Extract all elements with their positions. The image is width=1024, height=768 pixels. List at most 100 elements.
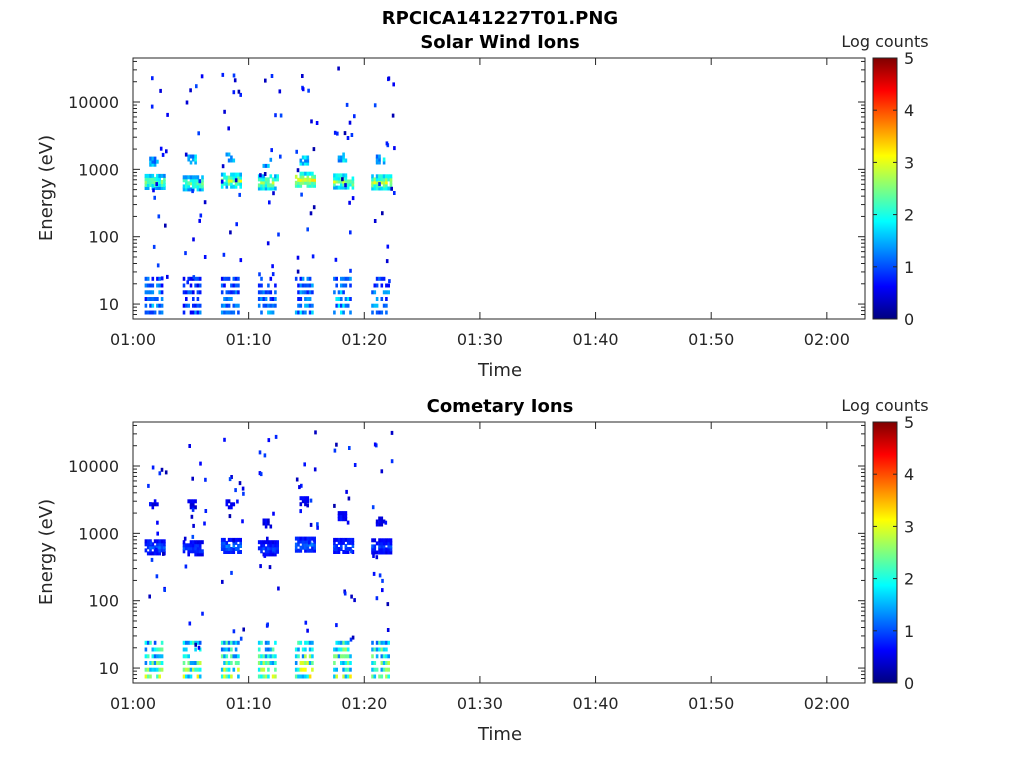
heatmap-cell bbox=[340, 276, 343, 281]
heatmap-cell bbox=[239, 550, 242, 554]
heatmap-cell bbox=[196, 640, 200, 645]
heatmap-cell bbox=[274, 297, 277, 301]
heatmap-cell bbox=[144, 647, 148, 652]
heatmap-cell bbox=[150, 557, 154, 562]
heatmap-cell bbox=[274, 283, 277, 288]
heatmap-cell bbox=[351, 540, 355, 545]
heatmap-cell bbox=[156, 647, 159, 652]
heatmap-cell bbox=[342, 185, 345, 190]
heatmap-cell bbox=[304, 290, 307, 295]
heatmap-cell bbox=[269, 183, 273, 188]
heatmap-cell bbox=[198, 184, 202, 189]
x-tick-label: 01:20 bbox=[341, 330, 387, 349]
heatmap-cell bbox=[160, 186, 164, 190]
heatmap-cell bbox=[257, 640, 261, 645]
heatmap-cell bbox=[198, 187, 202, 192]
heatmap-cell bbox=[340, 173, 343, 178]
heatmap-cell bbox=[149, 545, 152, 550]
heatmap-cell bbox=[387, 544, 390, 549]
heatmap-cell bbox=[294, 174, 298, 179]
heatmap-cell bbox=[304, 161, 307, 166]
heatmap-cell bbox=[185, 667, 188, 672]
heatmap-cell bbox=[156, 186, 159, 190]
heatmap-cell bbox=[387, 186, 390, 191]
heatmap-cell bbox=[153, 640, 157, 645]
heatmap-cell bbox=[223, 437, 226, 442]
heatmap-cell bbox=[199, 213, 203, 218]
heatmap-cell bbox=[153, 539, 157, 544]
heatmap-cell bbox=[194, 310, 197, 315]
heatmap-cell bbox=[311, 171, 314, 176]
heatmap-cell bbox=[153, 186, 157, 190]
heatmap-cell bbox=[351, 185, 355, 190]
heatmap-cell bbox=[151, 159, 155, 164]
heatmap-cell bbox=[304, 297, 307, 301]
heatmap-cell bbox=[371, 550, 374, 555]
heatmap-cell bbox=[306, 661, 310, 665]
heatmap-cell bbox=[267, 640, 270, 645]
heatmap-cell bbox=[299, 310, 303, 315]
heatmap-cell bbox=[156, 176, 159, 181]
heatmap-cell bbox=[151, 156, 155, 161]
heatmap-cell bbox=[185, 303, 188, 308]
heatmap-cell bbox=[300, 192, 303, 197]
heatmap-cell bbox=[335, 442, 338, 447]
heatmap-cell bbox=[196, 540, 200, 545]
heatmap-cell bbox=[337, 647, 341, 652]
heatmap-cell bbox=[342, 173, 345, 178]
heatmap-cell bbox=[267, 674, 270, 679]
heatmap-cell bbox=[151, 183, 155, 187]
heatmap-cell bbox=[299, 158, 303, 163]
heatmap-cell bbox=[262, 163, 266, 168]
heatmap-cell bbox=[337, 517, 341, 522]
heatmap-cell bbox=[267, 543, 270, 548]
heatmap-cell bbox=[301, 667, 305, 672]
heatmap-cell bbox=[269, 661, 273, 665]
heatmap-cell bbox=[299, 177, 303, 182]
heatmap-cell bbox=[380, 640, 384, 645]
heatmap-cell bbox=[349, 182, 352, 187]
heatmap-cell bbox=[146, 186, 150, 190]
heatmap-cell bbox=[260, 276, 263, 281]
heatmap-cell bbox=[294, 276, 298, 281]
heatmap-cell bbox=[311, 536, 314, 541]
heatmap-cell bbox=[382, 538, 386, 543]
heatmap-cell bbox=[299, 276, 303, 281]
heatmap-cell bbox=[146, 674, 150, 679]
heatmap-cell bbox=[267, 310, 270, 315]
heatmap-cell bbox=[308, 661, 312, 665]
heatmap-cell bbox=[232, 550, 236, 554]
heatmap-cell bbox=[276, 540, 279, 545]
heatmap-cell bbox=[230, 547, 233, 551]
heatmap-cell bbox=[274, 543, 277, 548]
heatmap-cell bbox=[267, 654, 270, 659]
heatmap-cell bbox=[267, 177, 270, 182]
heatmap-cell bbox=[274, 549, 277, 554]
heatmap-cell bbox=[375, 550, 379, 555]
heatmap-cell bbox=[194, 661, 197, 665]
heatmap-cell bbox=[375, 310, 379, 315]
heatmap-cell bbox=[375, 186, 379, 191]
solar-wind-plot-frame bbox=[132, 57, 866, 320]
heatmap-cell bbox=[220, 303, 224, 308]
heatmap-cell bbox=[223, 276, 226, 281]
heatmap-cell bbox=[385, 177, 388, 182]
heatmap-cell bbox=[230, 283, 233, 288]
heatmap-cell bbox=[267, 540, 270, 545]
heatmap-cell bbox=[189, 661, 193, 665]
heatmap-cell bbox=[223, 640, 226, 645]
heatmap-cell bbox=[269, 303, 273, 308]
heatmap-cell bbox=[264, 290, 268, 295]
heatmap-cell bbox=[192, 154, 195, 159]
heatmap-cell bbox=[308, 654, 312, 659]
heatmap-cell bbox=[271, 297, 275, 301]
heatmap-cell bbox=[269, 186, 273, 191]
heatmap-cell bbox=[349, 674, 352, 679]
heatmap-cell bbox=[185, 546, 188, 551]
heatmap-cell bbox=[144, 654, 148, 659]
heatmap-cell bbox=[234, 537, 238, 542]
heatmap-cell bbox=[163, 176, 166, 181]
heatmap-cell bbox=[372, 571, 376, 576]
heatmap-cell bbox=[378, 538, 381, 543]
heatmap-cell bbox=[299, 661, 303, 665]
